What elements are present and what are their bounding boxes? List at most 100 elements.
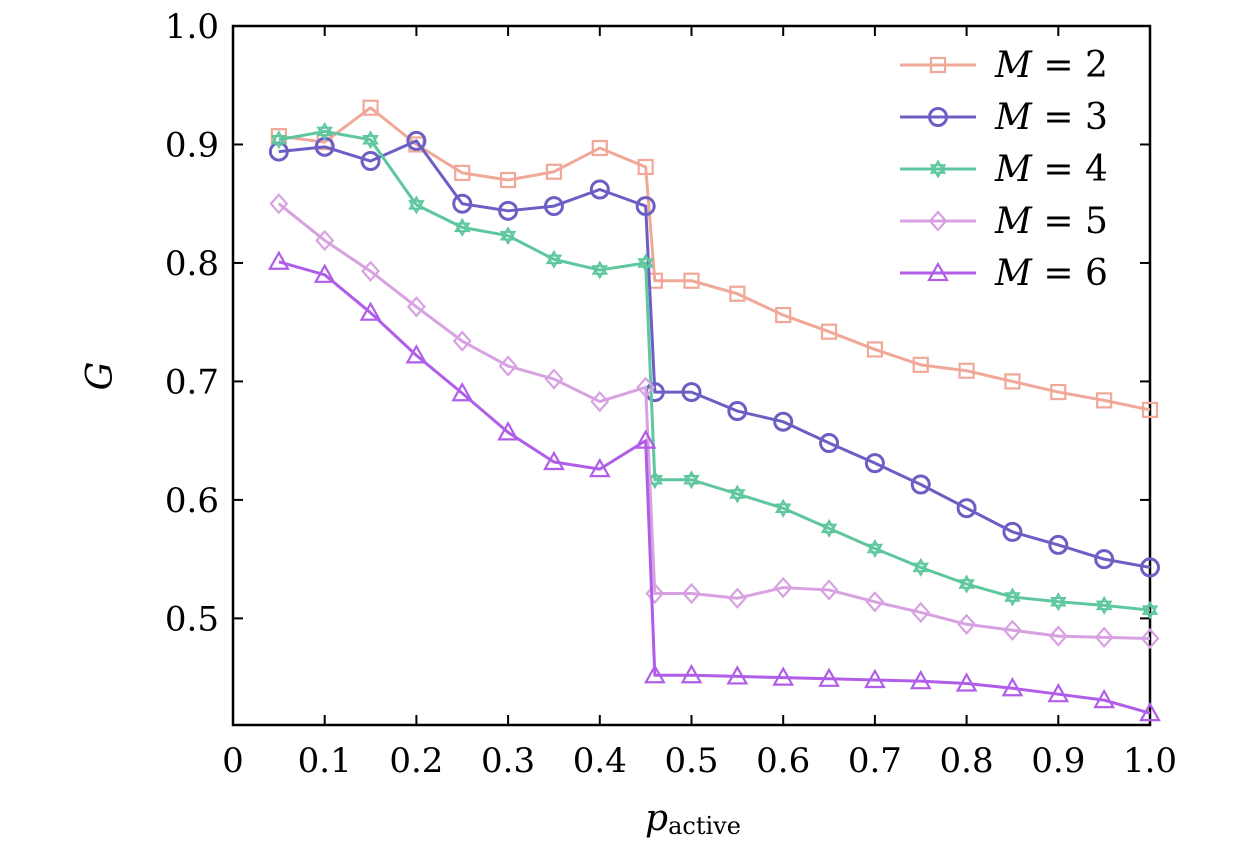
data-point	[1094, 549, 1115, 570]
legend-var: M	[994, 253, 1033, 294]
data-point	[912, 356, 929, 373]
y-axis: 0.5 0.6 0.7 0.8 0.9 1.0	[165, 7, 1150, 639]
legend-item: M = 6	[900, 253, 1108, 294]
x-tick-label: 0.4	[573, 741, 627, 781]
data-point	[498, 355, 518, 377]
x-tick-label: 1.0	[1123, 741, 1177, 781]
data-point	[866, 341, 884, 358]
data-point	[727, 587, 747, 609]
data-point	[362, 99, 379, 116]
x-axis-label-main: p	[645, 798, 668, 839]
data-point	[591, 139, 608, 157]
data-point	[454, 217, 471, 237]
y-axis-label: G	[80, 362, 121, 391]
data-point	[1002, 521, 1023, 542]
y-tick-label: 1.0	[165, 7, 219, 47]
legend-item: M = 2	[900, 45, 1108, 86]
data-point	[727, 401, 748, 422]
data-point	[1048, 625, 1068, 647]
data-point	[361, 260, 381, 282]
legend-marker	[928, 107, 948, 127]
y-tick-label: 0.6	[165, 481, 219, 521]
data-point	[1141, 600, 1159, 620]
data-point	[590, 390, 610, 413]
x-tick-label: 0.3	[481, 741, 535, 781]
data-point	[406, 130, 427, 151]
data-point	[819, 579, 839, 601]
legend-item: M = 3	[900, 97, 1108, 138]
data-point	[543, 196, 564, 217]
data-point	[359, 301, 382, 321]
data-point	[1050, 592, 1067, 612]
data-point	[452, 330, 472, 352]
legend-marker	[927, 261, 949, 282]
data-point	[820, 323, 838, 340]
data-point	[362, 130, 379, 150]
y-tick-label: 0.5	[165, 599, 219, 639]
data-point	[408, 195, 425, 215]
legend: M = 2M = 3M = 4M = 5M = 6	[900, 45, 1108, 294]
legend-label: M = 3	[994, 97, 1108, 138]
data-point	[1096, 392, 1113, 409]
legend-value: 3	[1085, 97, 1108, 138]
data-point	[1141, 401, 1159, 418]
data-point	[1095, 595, 1113, 615]
series-layer	[267, 99, 1161, 722]
legend-marker	[928, 210, 948, 232]
data-point	[909, 669, 932, 690]
x-tick-label: 0	[222, 741, 244, 781]
y-tick-label: 0.7	[165, 362, 219, 402]
data-point	[820, 518, 838, 538]
data-point	[955, 672, 978, 692]
data-point	[681, 382, 702, 403]
data-point	[454, 164, 471, 182]
data-point	[267, 250, 290, 270]
x-tick-label: 0.8	[940, 741, 994, 781]
x-tick-label: 0.9	[1031, 741, 1085, 781]
data-point	[912, 557, 929, 577]
data-point	[683, 470, 700, 490]
legend-var: M	[994, 97, 1033, 138]
legend-value: 6	[1085, 253, 1108, 294]
data-point	[1004, 587, 1021, 607]
x-tick-label: 0.6	[756, 741, 810, 781]
legend-label: M = 6	[994, 253, 1108, 294]
data-point	[819, 433, 840, 454]
legend-item: M = 5	[900, 201, 1108, 242]
legend-label: M = 2	[994, 45, 1108, 86]
data-point	[773, 411, 794, 432]
data-point	[910, 474, 931, 495]
x-tick-label: 0.1	[298, 741, 352, 781]
data-point	[1004, 373, 1021, 390]
data-point	[637, 158, 654, 176]
x-tick-label: 0.2	[389, 741, 443, 781]
legend-var: M	[994, 201, 1033, 242]
data-point	[864, 453, 885, 474]
data-point	[636, 376, 656, 399]
data-point	[360, 151, 381, 172]
data-point	[1048, 534, 1069, 555]
data-point	[911, 601, 931, 624]
legend-eq: =	[1032, 97, 1085, 138]
legend-marker	[929, 56, 947, 74]
series-m4	[270, 121, 1159, 620]
data-point	[1093, 688, 1116, 709]
legend-eq: =	[1032, 45, 1085, 86]
data-point	[545, 249, 563, 269]
data-point	[543, 450, 565, 471]
x-axis-label-subscript: active	[668, 812, 741, 840]
legend-value: 2	[1085, 45, 1108, 86]
data-point	[775, 306, 792, 324]
legend-var: M	[994, 45, 1033, 86]
data-point	[729, 484, 746, 504]
series-m6	[267, 250, 1161, 722]
legend-item: M = 4	[900, 149, 1108, 190]
data-point	[958, 574, 975, 594]
data-point	[1047, 682, 1070, 703]
data-point	[591, 260, 609, 280]
series-line	[278, 139, 1151, 569]
data-point	[270, 130, 288, 150]
legend-eq: =	[1032, 149, 1085, 190]
x-tick-label: 0.7	[848, 741, 902, 781]
data-point	[451, 382, 474, 402]
